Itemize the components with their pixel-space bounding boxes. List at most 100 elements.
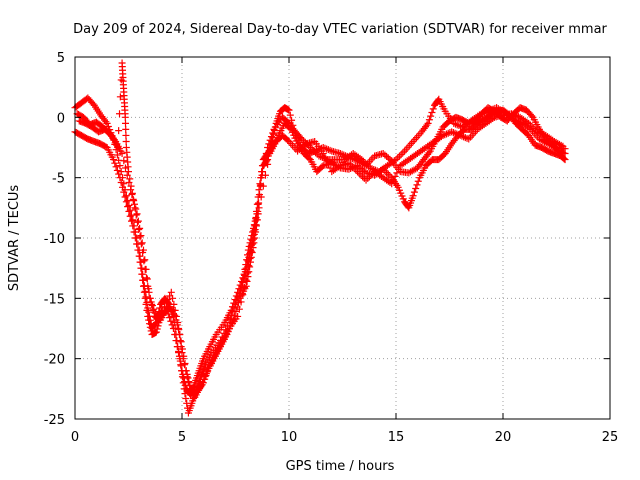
data-point [125,178,133,186]
data-point [324,160,332,168]
data-point [129,222,137,230]
data-point [182,394,190,402]
data-point [254,210,262,218]
data-point [131,234,139,242]
data-point [338,150,346,158]
data-point [363,161,371,169]
data-point [286,111,294,119]
data-point [560,155,568,163]
data-point [319,150,327,158]
data-point [121,193,129,201]
data-point [257,193,265,201]
data-point [410,188,418,196]
data-point [352,166,360,174]
data-point [126,212,134,220]
data-point [246,263,254,271]
data-point [414,177,422,185]
data-point [143,275,151,283]
data-point [147,298,155,306]
data-point [559,154,567,162]
data-point [132,211,140,219]
data-point [178,349,186,357]
data-point [122,198,130,206]
data-point [285,106,293,114]
data-point [394,154,402,162]
data-point [392,156,400,164]
data-point [183,373,191,381]
data-point [444,129,452,137]
data-point [181,390,189,398]
data-point [130,228,138,236]
data-point [413,181,421,189]
data-point [145,320,153,328]
data-point [409,192,417,200]
x-tick-label: 5 [178,430,186,445]
data-point [179,355,187,363]
data-point [252,215,260,223]
data-point [258,168,266,176]
data-point [137,240,145,248]
data-point [136,224,144,232]
data-point [166,314,174,322]
data-point [122,125,130,133]
data-point [177,343,185,351]
x-tick-label: 25 [602,430,619,445]
data-point [481,109,489,117]
data-point [264,160,272,168]
data-point [153,325,161,333]
data-point [526,121,534,129]
data-point [336,150,344,158]
data-point [479,109,487,117]
x-tick-label: 0 [71,430,79,445]
data-point [135,226,143,234]
data-point [112,163,120,171]
data-point [321,153,329,161]
data-point [443,130,451,138]
data-point [116,162,124,170]
data-point [125,168,132,176]
data-point [453,130,461,138]
data-point [383,169,391,177]
data-point [458,132,466,140]
data-point [365,173,373,181]
data-point [116,174,124,182]
data-point [145,285,153,293]
data-point [127,217,135,225]
data-point [130,200,138,208]
data-point [528,123,536,131]
data-point [261,156,269,164]
data-point [141,256,149,264]
data-point [136,258,144,266]
data-point [264,144,272,151]
data-point [159,306,167,314]
data-point [399,149,407,157]
data-point [160,303,168,311]
data-point [439,131,447,139]
data-point [133,218,141,226]
data-point [460,133,468,141]
data-point [318,163,326,171]
data-point [139,276,147,284]
data-point [247,253,255,261]
data-point [120,157,128,165]
data-point [175,331,183,339]
data-point [312,149,320,157]
data-point [544,140,552,148]
data-point [319,144,327,151]
series-track-a [71,94,569,399]
data-point [150,305,158,313]
data-point [137,232,145,240]
y-tick-label: -15 [44,292,65,307]
data-point [486,107,494,115]
data-point [140,257,148,265]
data-point [102,118,110,126]
data-point [535,129,543,137]
data-point [148,302,156,310]
data-point [142,293,150,301]
data-point [425,149,433,157]
data-point [126,206,134,214]
data-point [110,136,118,144]
data-point [335,163,343,171]
data-point [124,203,132,211]
data-point [132,205,140,213]
